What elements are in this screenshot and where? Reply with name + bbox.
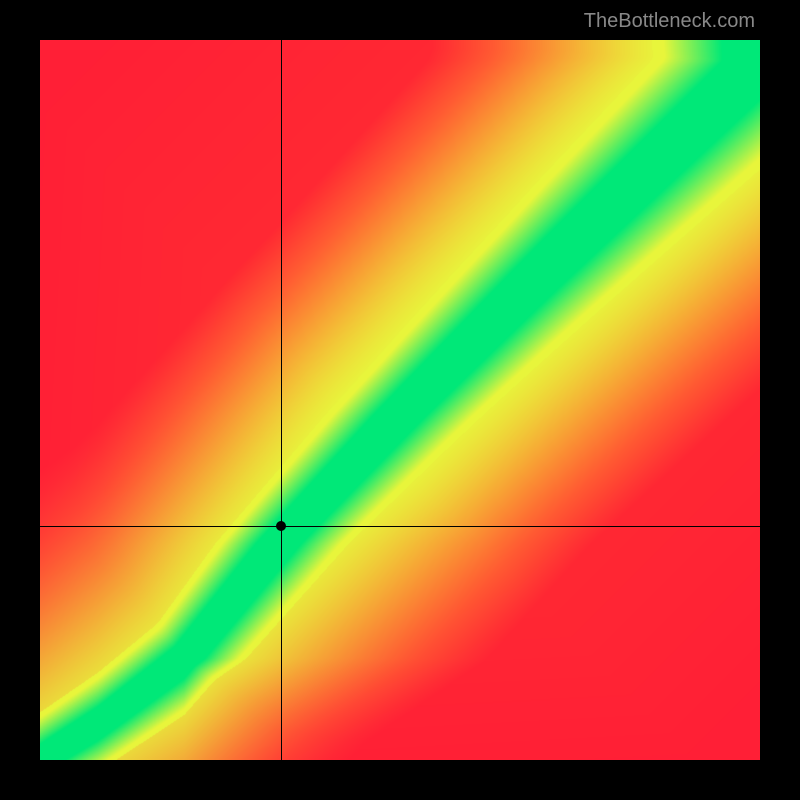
crosshair-marker <box>276 521 286 531</box>
watermark-text: TheBottleneck.com <box>584 10 755 33</box>
heatmap-canvas <box>40 40 760 760</box>
crosshair-vertical <box>281 40 282 760</box>
crosshair-horizontal <box>40 526 760 527</box>
heatmap-chart <box>40 40 760 760</box>
